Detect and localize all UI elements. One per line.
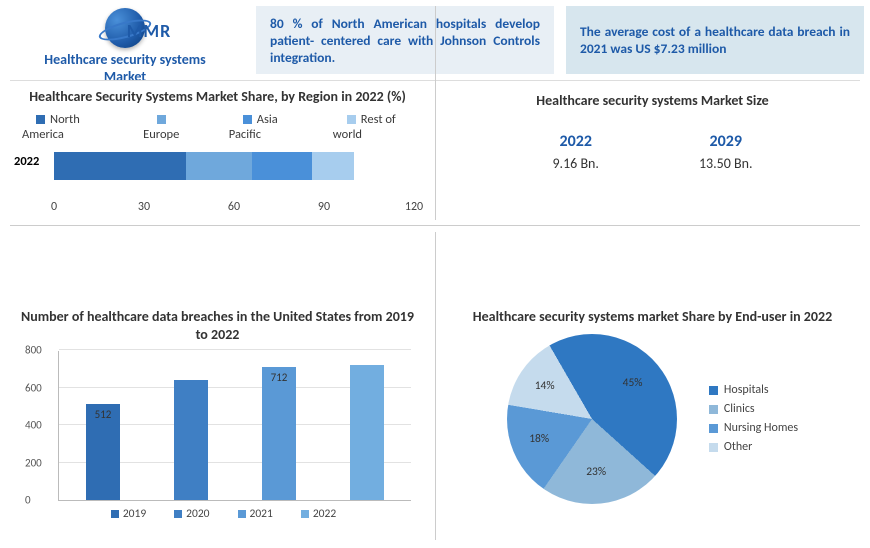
legend-item: Europe [143, 112, 203, 142]
value: 9.16 Bn. [552, 155, 599, 172]
bar-chart-area: 0200400600800512712 [58, 351, 411, 501]
pie-chart: 45% 23% 18% 14% [507, 334, 677, 504]
bar: 512 [86, 404, 120, 500]
pie-slice-label: 18% [529, 432, 549, 446]
y-tick: 800 [25, 344, 42, 357]
panel-title: Healthcare security systems Market Size [449, 92, 856, 110]
region-legend: North America Europe Asia Pacific Rest of w… [22, 112, 421, 142]
y-tick: 0 [25, 494, 31, 507]
bar-label: 512 [86, 408, 120, 421]
x-tick: 60 [228, 200, 240, 214]
legend-item: North America [22, 112, 117, 142]
pie-chart-panel: Healthcare security systems market Share… [435, 300, 870, 538]
logo-block: MMR Healthcare security systemsMarket [0, 0, 250, 80]
legend-item: Asia Pacific [229, 112, 307, 142]
chart-title: Healthcare security systems market Share… [449, 308, 856, 326]
pie-slice-label: 45% [623, 376, 643, 390]
stat-card-right: The average cost of a healthcare data br… [566, 6, 864, 74]
stat-card-left: 80 % of North American hospitals develop… [256, 6, 554, 74]
x-tick: 0 [51, 200, 57, 214]
value: 13.50 Bn. [699, 155, 753, 172]
bar-segment [186, 152, 252, 180]
y-tick: 200 [25, 456, 42, 469]
stacked-bar [54, 152, 354, 180]
pie-legend: Hospitals Clinics Nursing Homes Other [695, 378, 798, 459]
bar-label: 712 [262, 371, 296, 384]
bar-segment [312, 152, 354, 180]
year: 2029 [699, 132, 753, 151]
brand-text: MMR [24, 20, 274, 42]
y-tick: 400 [25, 419, 42, 432]
legend-item: Rest of world [333, 112, 421, 142]
bar-segment [54, 152, 186, 180]
legend-item: 2019 [99, 507, 146, 521]
bar: 712 [262, 367, 296, 501]
stacked-bar-area: 2022 0306090120 [54, 148, 421, 220]
legend-item: Other [695, 440, 798, 454]
legend-item: 2020 [162, 507, 209, 521]
x-tick: 90 [318, 200, 330, 214]
gridline [59, 349, 411, 350]
market-size-item: 2022 9.16 Bn. [552, 132, 599, 172]
chart-title: Healthcare Security Systems Market Share… [14, 88, 421, 106]
year-label: 2022 [14, 154, 39, 169]
pie-wrap: 45% 23% 18% 14% Hospitals Clinics Nursing Hom… [449, 334, 856, 504]
x-tick: 30 [138, 200, 150, 214]
market-size-row: 2022 9.16 Bn. 2029 13.50 Bn. [449, 132, 856, 172]
market-size-panel: Healthcare security systems Market Size … [435, 80, 870, 300]
market-size-item: 2029 13.50 Bn. [699, 132, 753, 172]
bar [350, 365, 384, 500]
quad-grid: Healthcare Security Systems Market Share… [0, 80, 870, 538]
legend-item: Nursing Homes [695, 421, 798, 435]
region-chart-panel: Healthcare Security Systems Market Share… [0, 80, 435, 300]
bar [174, 380, 208, 500]
x-tick: 120 [405, 200, 423, 214]
y-tick: 600 [25, 381, 42, 394]
pie-slice-label: 23% [586, 465, 606, 479]
bar-segment [252, 152, 312, 180]
breach-chart-panel: Number of healthcare data breaches in th… [0, 300, 435, 538]
x-axis: 0306090120 [54, 200, 411, 220]
legend-item: Hospitals [695, 383, 798, 397]
breach-legend: 2019 2020 2021 2022 [14, 507, 421, 521]
chart-title: Number of healthcare data breaches in th… [14, 308, 421, 343]
legend-item: 2022 [289, 507, 336, 521]
pie-slice-label: 14% [535, 379, 555, 393]
legend-item: 2021 [226, 507, 273, 521]
legend-item: Clinics [695, 402, 798, 416]
year: 2022 [552, 132, 599, 151]
